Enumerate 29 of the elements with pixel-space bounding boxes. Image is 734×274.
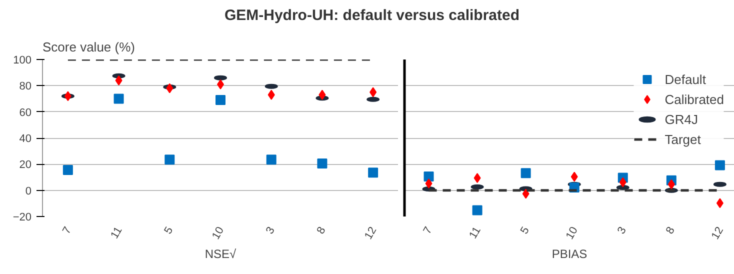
x-tick-label: 12 [362, 224, 380, 242]
x-axis-title: PBIAS [552, 247, 588, 262]
y-tick-label: 40 [19, 133, 32, 145]
x-tick-label: 10 [210, 224, 227, 242]
legend-label: Target [664, 132, 701, 146]
x-tick-label: 3 [264, 224, 278, 236]
x-tick-label: 5 [518, 224, 532, 236]
x-axis-title: NSE√ [204, 247, 237, 262]
x-tick-label: 10 [564, 224, 580, 242]
x-tick-label: 5 [162, 224, 176, 236]
y-axis-title: Score value (%) [42, 40, 135, 54]
x-tick-label: 7 [421, 224, 435, 236]
y-tick-label: 60 [19, 106, 32, 119]
x-tick-label: 7 [60, 224, 74, 236]
legend-label: Default [664, 72, 706, 86]
x-tick-label: 11 [108, 224, 125, 241]
x-tick-label: 11 [467, 224, 484, 241]
x-tick-label: 12 [709, 224, 726, 242]
x-tick-label: 3 [615, 224, 629, 236]
legend-label: Calibrated [664, 92, 724, 106]
y-tick-label: 100 [13, 54, 32, 66]
y-tick-label: 0 [25, 185, 32, 198]
x-tick-label: 8 [664, 224, 678, 236]
x-tick-label: 8 [314, 224, 328, 236]
y-tick-label: 80 [19, 80, 32, 93]
y-tick-label: 20 [19, 159, 32, 172]
legend-label: GR4J [664, 112, 698, 126]
chart-title: GEM-Hydro-UH: default versus calibrated [224, 6, 520, 26]
y-tick-label: −20 [12, 212, 32, 224]
